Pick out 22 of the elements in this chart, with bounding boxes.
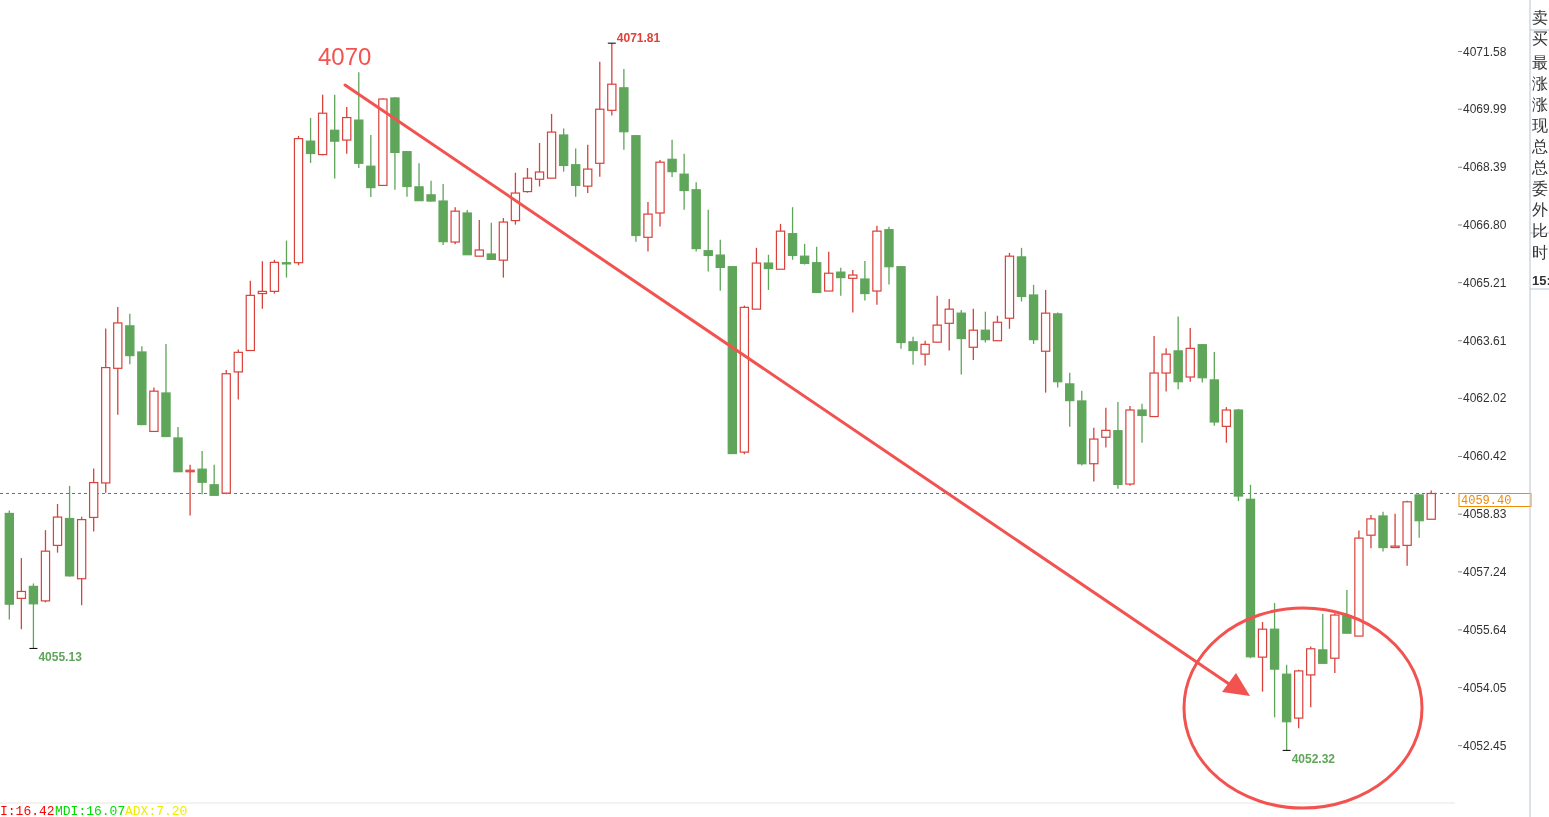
annotation: 4071.81 <box>616 31 661 46</box>
ref-line-label: 4059.40 <box>1461 494 1512 509</box>
y-tick-label: 4057.24 <box>1463 564 1507 579</box>
text: ADX:7.20 <box>125 804 188 817</box>
text: MDI:16.07 <box>55 804 126 817</box>
y-tick-label: 4065.21 <box>1463 275 1507 290</box>
y-tick-label: 4058.83 <box>1463 507 1507 522</box>
side-panel: 卖 买 最 涨 涨 现 总 总 委 外 比 时 15: <box>1529 0 1549 817</box>
annotation: 4070 <box>318 43 372 70</box>
y-tick-label: 4063.61 <box>1463 333 1507 348</box>
text: I:16.42 <box>0 804 55 817</box>
annotation: 4055.13 <box>38 650 83 665</box>
y-tick-label: 4060.42 <box>1463 449 1507 464</box>
y-tick-label: 4062.02 <box>1463 391 1507 406</box>
y-tick-label: 4066.80 <box>1463 217 1507 232</box>
y-tick-label: 4052.45 <box>1463 738 1507 753</box>
annotation: 4052.32 <box>1291 752 1336 767</box>
y-tick-label: 4069.99 <box>1463 102 1507 117</box>
y-tick-label: 4054.05 <box>1463 680 1507 695</box>
y-tick-label: 4068.39 <box>1463 160 1507 175</box>
y-tick-label: 4071.58 <box>1463 44 1507 59</box>
y-tick-label: 4055.64 <box>1463 622 1507 637</box>
